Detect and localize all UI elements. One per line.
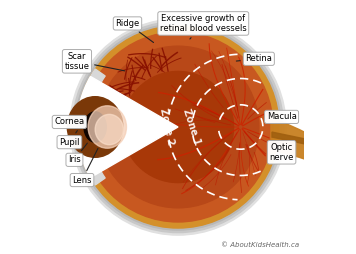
Ellipse shape — [67, 97, 123, 157]
Circle shape — [77, 26, 279, 228]
Wedge shape — [77, 69, 105, 185]
Text: Excessive growth of
retinal blood vessels: Excessive growth of retinal blood vessel… — [160, 14, 247, 39]
Text: Lens: Lens — [72, 148, 98, 185]
Circle shape — [97, 46, 259, 208]
Text: Scar
tissue: Scar tissue — [64, 52, 125, 71]
Text: Macula: Macula — [267, 113, 297, 121]
Circle shape — [70, 19, 286, 235]
Circle shape — [122, 71, 234, 183]
Text: Zone 1: Zone 1 — [181, 108, 203, 146]
Text: Optic
nerve: Optic nerve — [269, 142, 294, 162]
Text: Zone 2: Zone 2 — [158, 108, 176, 146]
Ellipse shape — [88, 106, 126, 148]
Text: Retina: Retina — [236, 54, 272, 63]
Circle shape — [75, 24, 281, 230]
Text: Cornea: Cornea — [54, 117, 84, 126]
Text: Pupil: Pupil — [59, 131, 80, 147]
Circle shape — [72, 21, 284, 233]
Polygon shape — [272, 132, 314, 146]
Ellipse shape — [84, 112, 106, 142]
Text: © AboutKidsHealth.ca: © AboutKidsHealth.ca — [221, 242, 299, 248]
Polygon shape — [271, 117, 314, 162]
Text: Iris: Iris — [68, 143, 87, 164]
Circle shape — [83, 32, 273, 222]
Wedge shape — [77, 76, 178, 178]
Text: Zone 3: Zone 3 — [131, 108, 146, 146]
Ellipse shape — [95, 114, 124, 145]
Text: Ridge: Ridge — [115, 19, 153, 42]
